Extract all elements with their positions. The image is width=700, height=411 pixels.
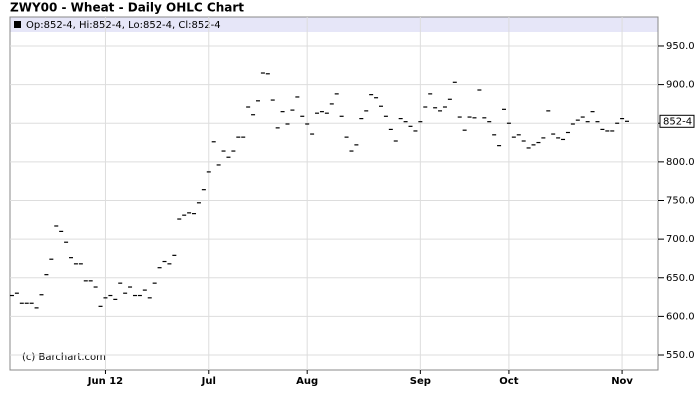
x-tick-label: Nov [611,376,633,387]
chart-title: ZWY00 - Wheat - Daily OHLC Chart [10,1,244,15]
y-tick-label: 750.0 [666,195,695,206]
x-tick-label: Aug [296,376,318,387]
plot-frame [9,16,659,371]
last-price-box [659,114,695,128]
y-tick-label: 700.0 [666,234,695,245]
y-tick-label: 650.0 [666,273,695,284]
y-tick-label: 800.0 [666,157,695,168]
x-tick-label: Jun 12 [87,376,123,387]
x-tick-label: Oct [499,376,518,387]
legend-marker [14,21,21,28]
y-tick-label: 900.0 [666,80,695,91]
source-note: (c) Barchart.com [22,352,106,363]
y-tick-label: 600.0 [666,311,695,322]
y-tick-label: 550.0 [666,350,695,361]
x-tick-label: Sep [410,376,431,387]
x-tick-label: Jul [201,376,216,387]
legend-band [10,17,658,32]
legend-text: Op:852-4, Hi:852-4, Lo:852-4, Cl:852-4 [26,20,221,31]
last-price-label: 852-4 [663,116,692,127]
y-tick-label: 950.0 [666,41,695,52]
